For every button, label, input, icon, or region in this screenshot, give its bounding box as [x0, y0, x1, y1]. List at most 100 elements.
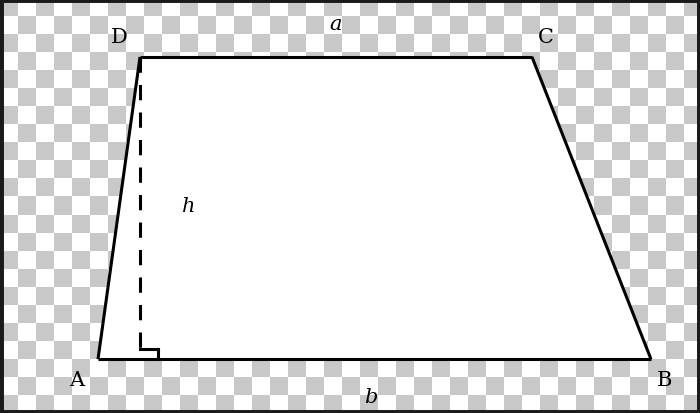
Bar: [558, 161, 576, 179]
Bar: [18, 161, 36, 179]
Bar: [396, 251, 414, 269]
Bar: [468, 251, 486, 269]
Bar: [450, 323, 468, 341]
Bar: [270, 125, 288, 143]
Bar: [18, 179, 36, 197]
Bar: [324, 0, 342, 17]
Bar: [180, 251, 198, 269]
Bar: [288, 143, 306, 161]
Bar: [540, 143, 558, 161]
Bar: [360, 359, 378, 377]
Bar: [72, 35, 90, 53]
Bar: [0, 161, 18, 179]
Bar: [108, 305, 126, 323]
Bar: [396, 323, 414, 341]
Bar: [180, 377, 198, 395]
Bar: [648, 305, 666, 323]
Bar: [504, 0, 522, 17]
Bar: [234, 161, 252, 179]
Bar: [144, 341, 162, 359]
Bar: [630, 287, 648, 305]
Bar: [540, 305, 558, 323]
Bar: [630, 17, 648, 35]
Bar: [234, 269, 252, 287]
Bar: [414, 233, 432, 251]
Bar: [324, 143, 342, 161]
Bar: [468, 215, 486, 233]
Bar: [684, 359, 700, 377]
Bar: [666, 395, 684, 413]
Bar: [288, 89, 306, 107]
Bar: [342, 233, 360, 251]
Bar: [36, 395, 54, 413]
Bar: [36, 215, 54, 233]
Bar: [576, 143, 594, 161]
Bar: [216, 125, 234, 143]
Bar: [432, 251, 450, 269]
Bar: [324, 215, 342, 233]
Bar: [90, 359, 108, 377]
Bar: [0, 215, 18, 233]
Bar: [450, 71, 468, 89]
Bar: [630, 377, 648, 395]
Bar: [126, 377, 144, 395]
Bar: [414, 287, 432, 305]
Bar: [180, 215, 198, 233]
Bar: [486, 305, 504, 323]
Bar: [126, 251, 144, 269]
Bar: [234, 233, 252, 251]
Bar: [0, 53, 18, 71]
Bar: [630, 71, 648, 89]
Bar: [414, 143, 432, 161]
Bar: [360, 287, 378, 305]
Bar: [396, 179, 414, 197]
Bar: [378, 143, 396, 161]
Bar: [270, 341, 288, 359]
Bar: [288, 377, 306, 395]
Bar: [468, 179, 486, 197]
Bar: [90, 107, 108, 125]
Bar: [486, 197, 504, 215]
Bar: [180, 143, 198, 161]
Bar: [684, 107, 700, 125]
Bar: [576, 305, 594, 323]
Bar: [666, 287, 684, 305]
Bar: [612, 71, 630, 89]
Bar: [648, 323, 666, 341]
Bar: [144, 35, 162, 53]
Bar: [90, 35, 108, 53]
Bar: [342, 215, 360, 233]
Bar: [18, 215, 36, 233]
Bar: [90, 0, 108, 17]
Bar: [486, 179, 504, 197]
Bar: [666, 377, 684, 395]
Bar: [162, 359, 180, 377]
Bar: [648, 143, 666, 161]
Bar: [108, 143, 126, 161]
Bar: [270, 0, 288, 17]
Bar: [576, 323, 594, 341]
Bar: [414, 0, 432, 17]
Bar: [522, 341, 540, 359]
Bar: [324, 287, 342, 305]
Bar: [270, 143, 288, 161]
Bar: [162, 197, 180, 215]
Bar: [576, 233, 594, 251]
Bar: [360, 179, 378, 197]
Bar: [432, 71, 450, 89]
Bar: [126, 215, 144, 233]
Bar: [288, 35, 306, 53]
Bar: [558, 17, 576, 35]
Bar: [0, 89, 18, 107]
Bar: [576, 71, 594, 89]
Bar: [0, 197, 18, 215]
Bar: [396, 125, 414, 143]
Bar: [252, 179, 270, 197]
Bar: [648, 107, 666, 125]
Bar: [162, 179, 180, 197]
Bar: [18, 395, 36, 413]
Bar: [504, 359, 522, 377]
Bar: [414, 53, 432, 71]
Bar: [144, 269, 162, 287]
Bar: [36, 35, 54, 53]
